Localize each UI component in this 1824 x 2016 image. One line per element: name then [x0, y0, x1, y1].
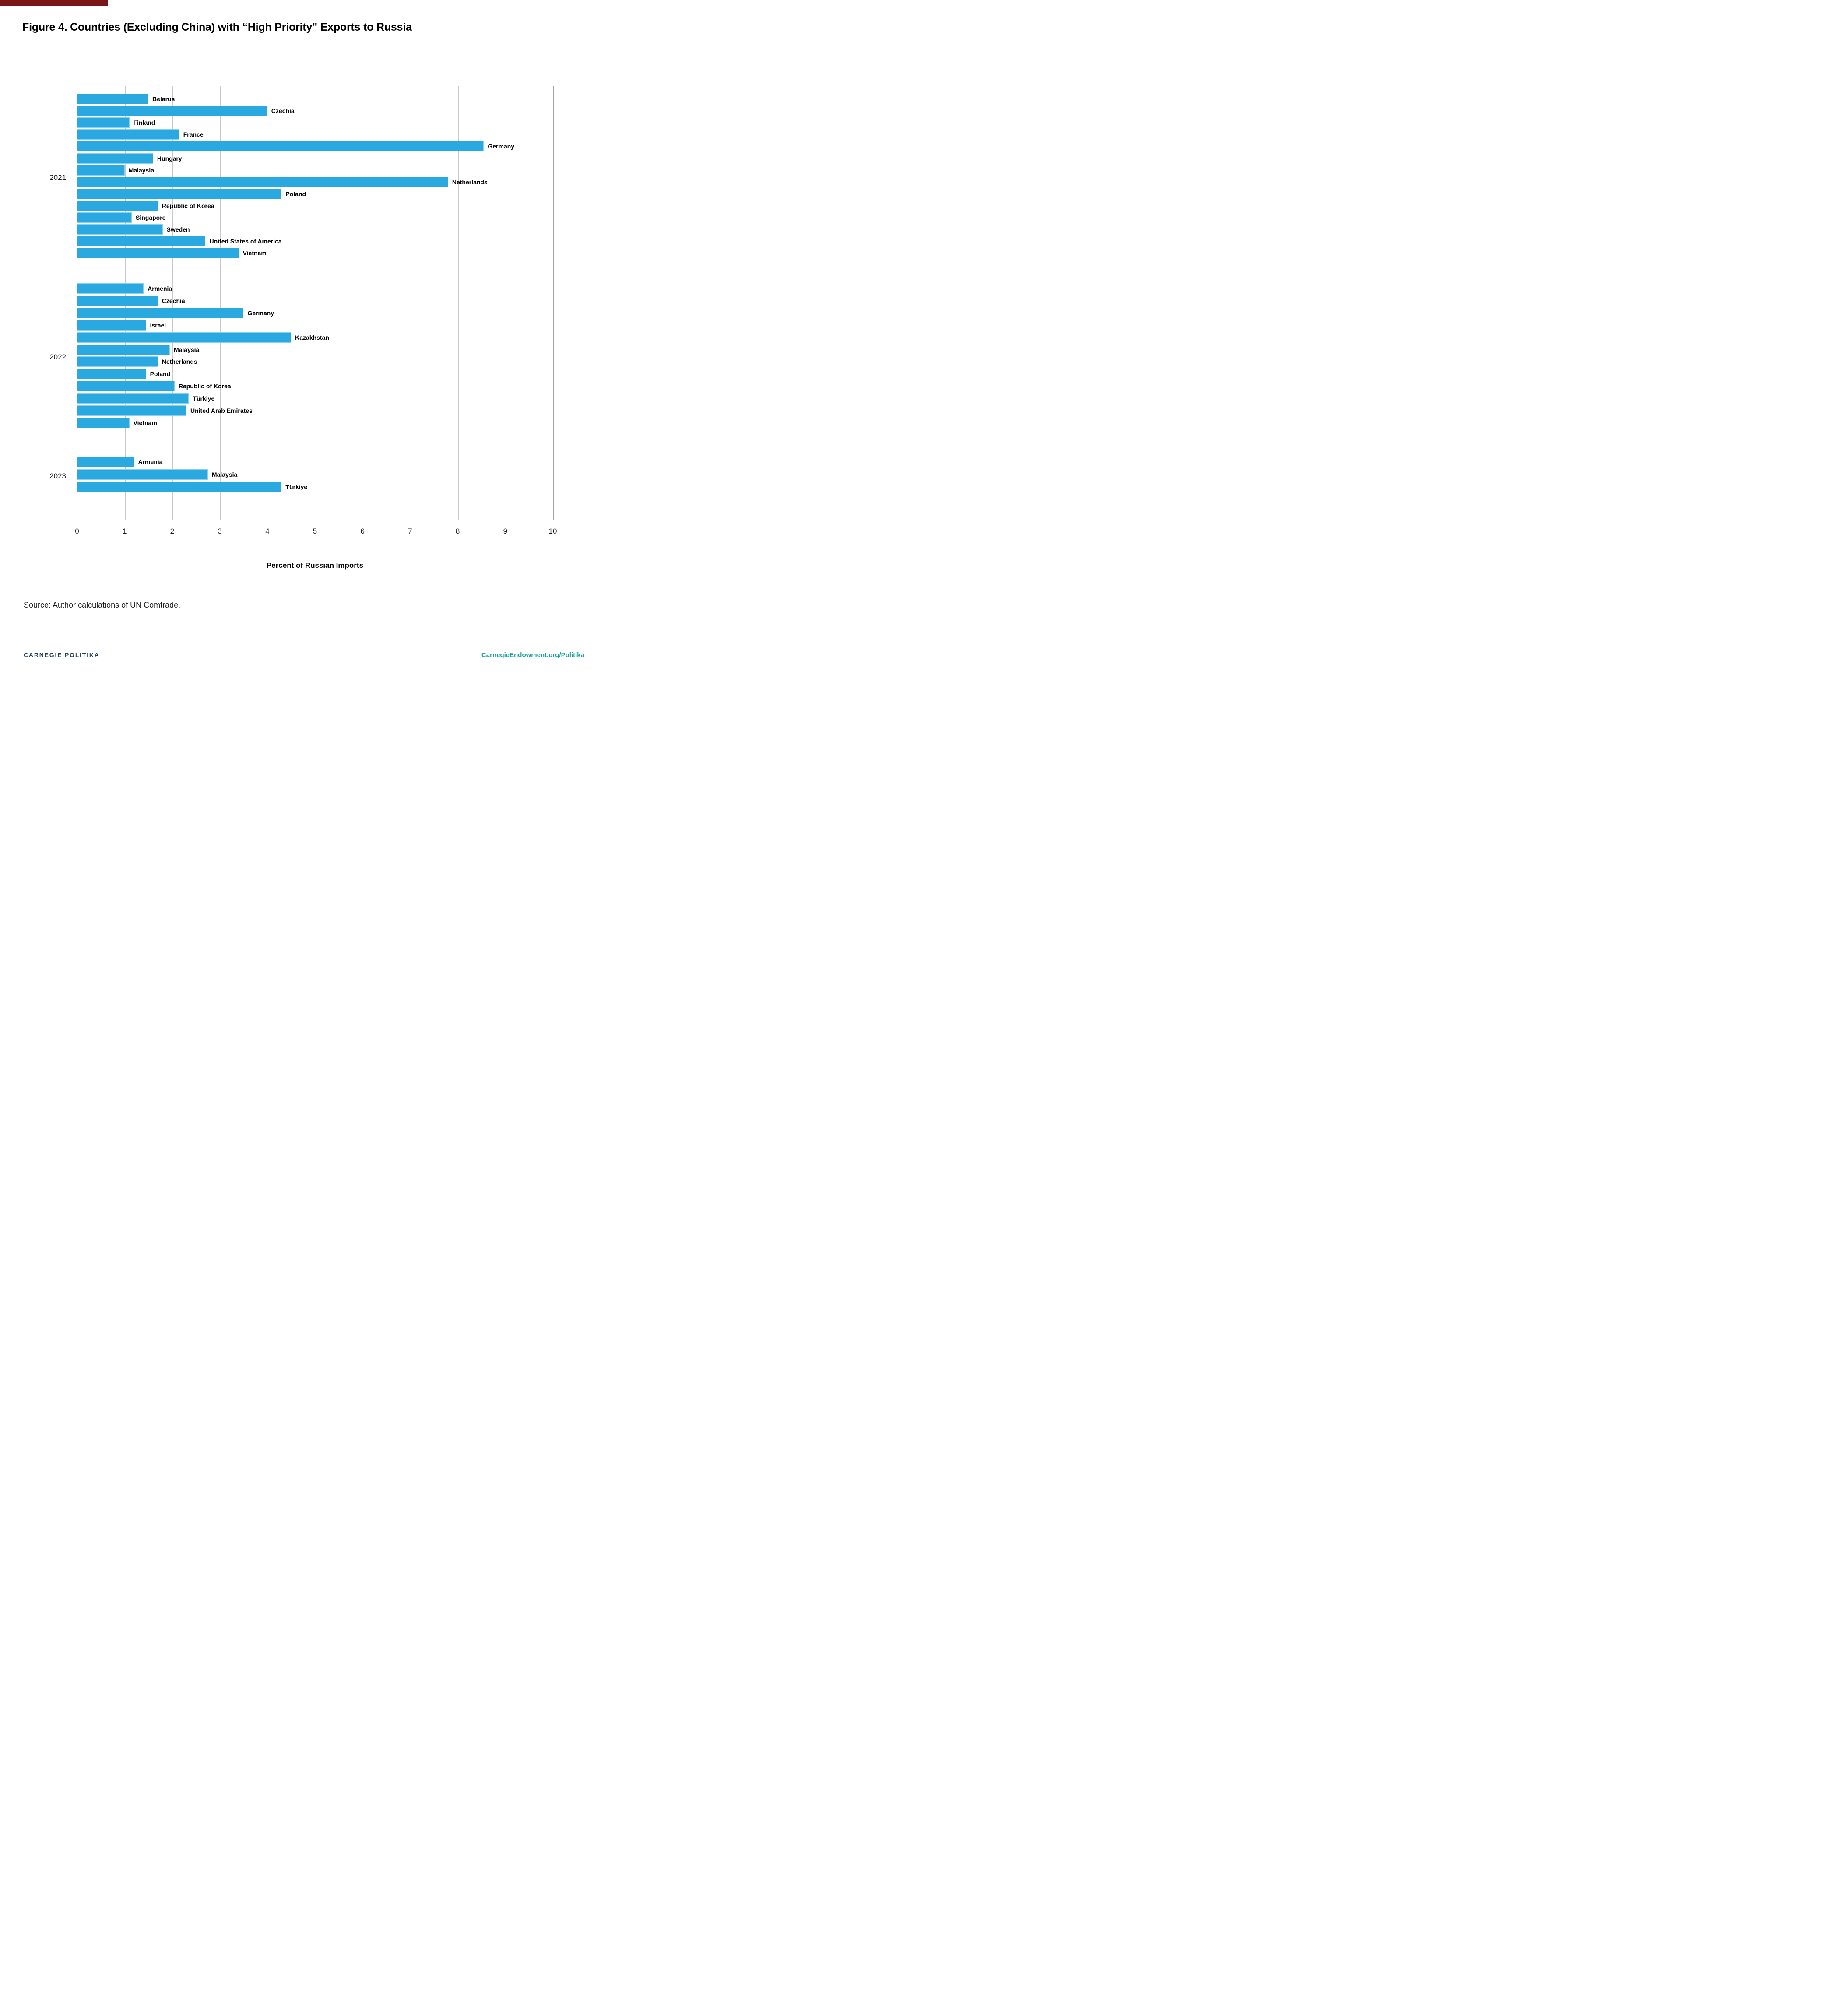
bar [77, 344, 170, 355]
gridline [458, 86, 459, 520]
bar [77, 369, 146, 380]
x-tick-label: 7 [408, 527, 412, 535]
bar-label: Kazakhstan [295, 334, 329, 341]
figure-page: Figure 4. Countries (Excluding China) wi… [0, 0, 608, 672]
x-tick-label: 2 [170, 527, 175, 535]
bar [77, 381, 175, 392]
x-tick-label: 4 [265, 527, 270, 535]
bar-label: Vietnam [242, 250, 267, 257]
bar [77, 224, 163, 235]
x-tick-label: 9 [503, 527, 508, 535]
bar-label: Hungary [157, 155, 182, 162]
page-top-accent-strip [0, 0, 108, 6]
x-tick-label: 1 [122, 527, 127, 535]
bar-label: Malaysia [211, 471, 238, 478]
gridline [172, 86, 173, 520]
bar [77, 469, 208, 480]
bar-label: Germany [488, 143, 515, 150]
bar [77, 283, 144, 294]
bar-label: Germany [247, 309, 274, 317]
bar-label: France [183, 131, 204, 138]
bar-label: Netherlands [452, 178, 488, 186]
year-label: 2023 [49, 471, 66, 480]
bar-label: Netherlands [162, 358, 197, 366]
x-axis-title: Percent of Russian Imports [266, 561, 364, 570]
x-tick-label: 0 [75, 527, 79, 535]
bar [77, 129, 179, 140]
bar-label: Armenia [148, 285, 172, 292]
year-label: 2021 [49, 173, 66, 182]
bar-label: Republic of Korea [162, 202, 214, 209]
chart-title: Figure 4. Countries (Excluding China) wi… [22, 21, 412, 33]
gridline [220, 86, 221, 520]
bar-label: Republic of Korea [178, 383, 231, 390]
bar [77, 117, 130, 128]
bar [77, 417, 130, 428]
bar [77, 141, 484, 152]
bar-label: Singapore [136, 214, 166, 221]
bar-label: Belarus [152, 95, 175, 102]
bar [77, 165, 125, 176]
bar-label: Türkiye [285, 483, 308, 490]
bar-label: Czechia [271, 107, 295, 115]
bar-label: Czechia [162, 297, 185, 304]
bar [77, 248, 239, 259]
bar-label: Poland [150, 370, 171, 378]
x-tick-label: 3 [218, 527, 222, 535]
bar-label: Malaysia [173, 346, 200, 353]
bar [77, 482, 282, 492]
footer-brand: CARNEGIE POLITIKA [24, 651, 100, 658]
bar-label: United Arab Emirates [190, 407, 253, 414]
bar-label: United States of America [209, 238, 282, 245]
x-tick-label: 5 [313, 527, 317, 535]
bar [77, 188, 282, 199]
bar-label: Poland [285, 190, 306, 197]
footer-url[interactable]: CarnegieEndowment.org/Politika [481, 651, 584, 659]
bar [77, 457, 134, 467]
bar [77, 200, 158, 211]
bar-label: Vietnam [133, 419, 157, 426]
bar [77, 106, 267, 116]
bar [77, 236, 206, 247]
bar [77, 356, 158, 367]
bar-label: Türkiye [193, 395, 215, 402]
bar [77, 405, 186, 416]
bar-label: Finland [133, 119, 155, 127]
bar-label: Malaysia [128, 166, 155, 174]
bar [77, 295, 158, 306]
x-tick-label: 10 [548, 527, 557, 535]
bar-label: Sweden [166, 226, 190, 233]
bar [77, 393, 189, 404]
x-tick-label: 8 [455, 527, 460, 535]
bar-label: Armenia [138, 458, 163, 465]
bar [77, 94, 149, 104]
bar-label: Israel [150, 321, 166, 329]
bar [77, 176, 448, 187]
bar [77, 332, 292, 343]
source-note: Source: Author calculations of UN Comtra… [24, 601, 181, 609]
bar [77, 320, 146, 331]
bar [77, 307, 244, 318]
x-tick-label: 6 [360, 527, 365, 535]
bar [77, 153, 153, 164]
year-label: 2022 [49, 353, 66, 362]
bar [77, 212, 132, 223]
